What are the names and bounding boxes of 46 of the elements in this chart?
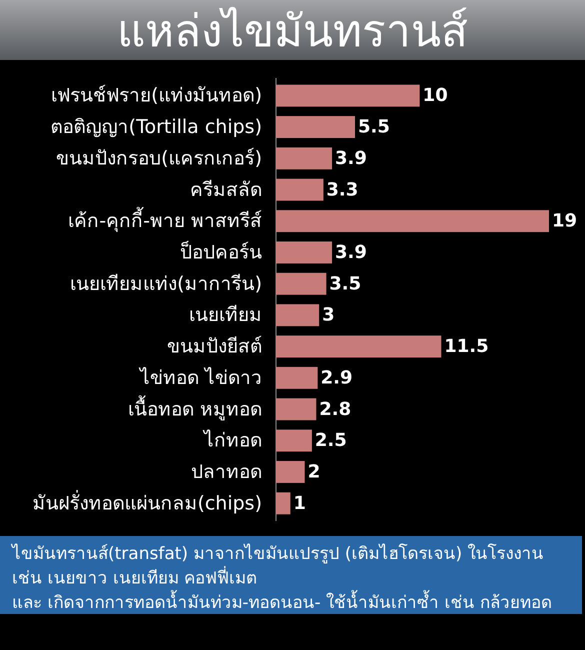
bar [276,492,290,514]
data-label: 2.5 [314,430,347,452]
bar [276,241,332,264]
y-tick-label: เค้ก-คุกกี้-พาย พาสทรีส์ [68,207,262,234]
data-label: 3 [322,304,335,326]
bar [276,336,442,358]
y-tick-label: เฟรนช์ฟราย(แท่งมันทอด) [51,84,262,107]
y-tick-label: ไก่ทอด [202,430,262,452]
y-tick-label: มันฝรั่งทอดแผ่นกลม(chips) [32,489,262,514]
bar [276,366,318,389]
data-label: 3.9 [335,148,367,169]
bar [276,84,420,107]
text: เช่น เนยขาว เนยเทียม คอฟฟี่เมต [12,566,258,588]
bar [276,116,356,138]
data-label: 3.5 [329,273,362,294]
data-label: 5.5 [358,116,390,138]
data-label: 11.5 [444,336,489,358]
y-tick-label: ขนมปังกรอบ(แครกเกอร์) [56,147,262,170]
y-tick-label: เนยเทียม [189,304,262,326]
chart-title: แหล่งไขมันทรานส์ [117,6,468,57]
data-label: 1 [293,492,306,514]
bar [276,304,320,326]
text: และ เกิดจากการทอดน้ำมันท่วม-ทอดนอน- ใช้น้ำมันเก่าซ้ำ เช่น กล้วยทอด [12,590,552,613]
y-tick-label: เนื้อทอด หมูทอด [128,395,262,420]
y-tick-label: ตอติญญา(Tortilla chips) [50,116,262,138]
bar [276,272,326,295]
bar [276,147,332,170]
data-label: 10 [422,85,448,106]
data-label: 3.9 [335,242,367,263]
data-label: 2.8 [319,398,352,420]
bar [276,460,305,483]
bar [276,430,312,452]
data-label: 19 [552,210,578,232]
y-tick-label: ครีมสลัด [190,178,262,201]
bar [276,210,549,232]
data-label: 2 [308,461,320,482]
y-tick-label: ป็อปคอร์น [180,239,262,264]
data-label: 3.3 [326,179,358,200]
y-tick-label: ไข่ทอด ไข่ดาว [138,366,262,389]
data-label: 2.9 [320,367,353,388]
bar [276,178,324,201]
bar [276,398,316,420]
y-tick-label: ขนมปังยีสต์ [167,336,262,358]
text: ไขมันทรานส์(transfat) มาจากไขมันแปรรูป (เติมไฮโดรเจน) ในโรงงาน [10,543,544,564]
y-tick-label: ปลาทอด [191,460,262,483]
y-tick-label: เนยเทียมแท่ง(มาการีน) [70,272,262,295]
